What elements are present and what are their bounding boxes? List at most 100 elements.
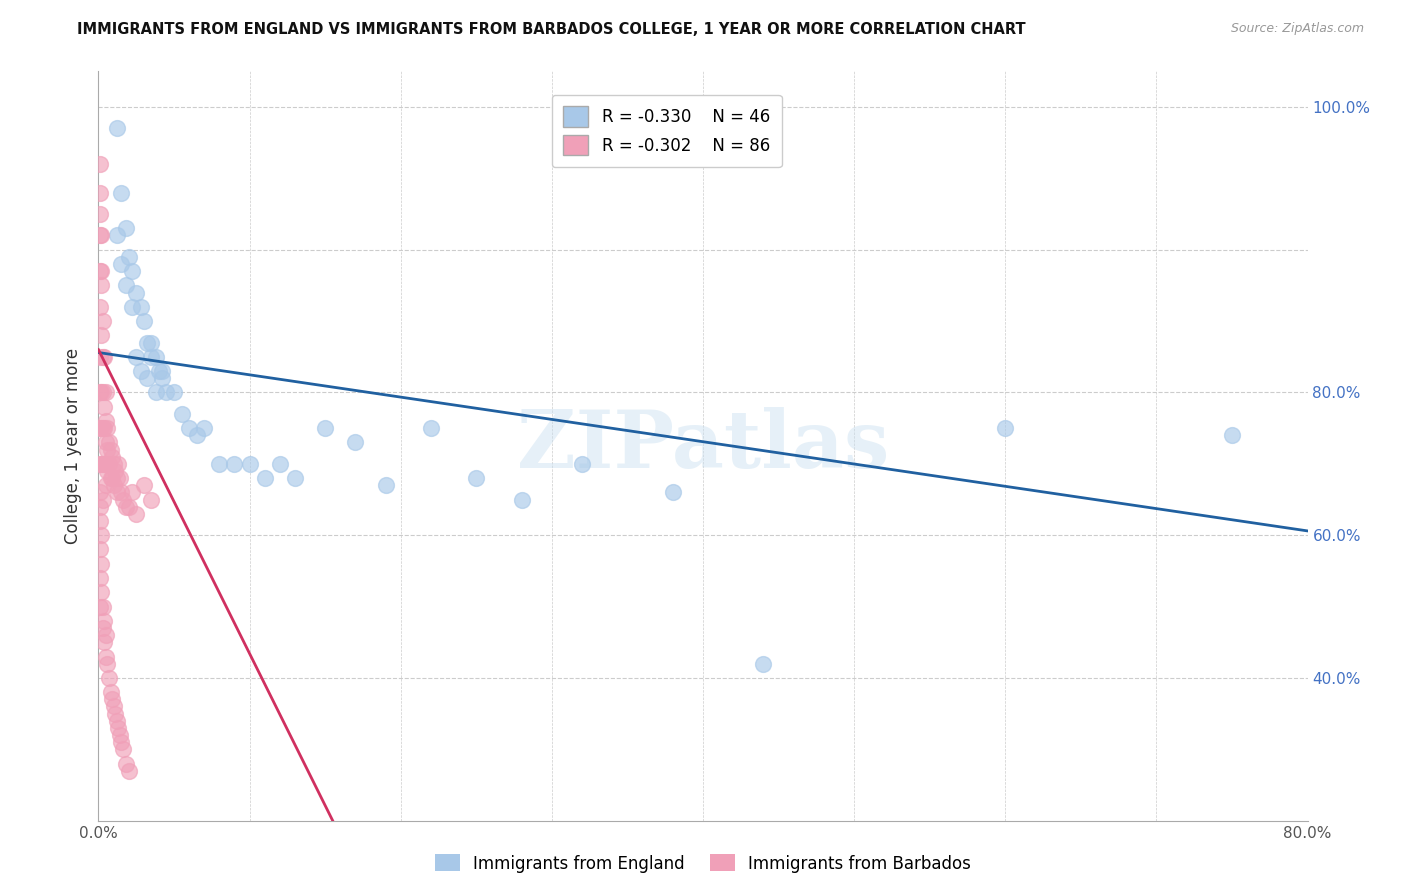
Point bbox=[91, 421, 114, 435]
Point bbox=[101, 450, 124, 464]
Point bbox=[208, 457, 231, 471]
Point bbox=[170, 407, 193, 421]
Point bbox=[1220, 428, 1243, 442]
Point bbox=[93, 400, 115, 414]
Point bbox=[101, 471, 124, 485]
Point bbox=[100, 471, 122, 485]
Legend: Immigrants from England, Immigrants from Barbados: Immigrants from England, Immigrants from… bbox=[429, 847, 977, 880]
Point bbox=[90, 278, 112, 293]
Legend: R = -0.330    N = 46, R = -0.302    N = 86: R = -0.330 N = 46, R = -0.302 N = 86 bbox=[551, 95, 782, 167]
Point bbox=[269, 457, 291, 471]
Point bbox=[110, 186, 132, 200]
Point bbox=[94, 478, 117, 492]
Point bbox=[89, 264, 111, 278]
Point bbox=[94, 435, 117, 450]
Point bbox=[114, 221, 136, 235]
Point bbox=[150, 364, 173, 378]
Point bbox=[105, 121, 128, 136]
Point bbox=[89, 207, 111, 221]
Point bbox=[91, 350, 114, 364]
Point bbox=[89, 350, 111, 364]
Point bbox=[465, 471, 488, 485]
Point bbox=[89, 542, 111, 557]
Point bbox=[344, 435, 367, 450]
Point bbox=[90, 264, 112, 278]
Text: ZIPatlas: ZIPatlas bbox=[517, 407, 889, 485]
Point bbox=[129, 364, 152, 378]
Point bbox=[104, 706, 127, 721]
Point bbox=[125, 350, 148, 364]
Point bbox=[89, 300, 111, 314]
Point bbox=[752, 657, 775, 671]
Point bbox=[148, 364, 170, 378]
Point bbox=[89, 385, 111, 400]
Point bbox=[91, 599, 114, 614]
Point bbox=[179, 421, 201, 435]
Point bbox=[108, 728, 131, 742]
Point bbox=[93, 614, 115, 628]
Point bbox=[90, 528, 112, 542]
Point bbox=[121, 485, 143, 500]
Point bbox=[103, 699, 125, 714]
Point bbox=[135, 335, 157, 350]
Text: IMMIGRANTS FROM ENGLAND VS IMMIGRANTS FROM BARBADOS COLLEGE, 1 YEAR OR MORE CORR: IMMIGRANTS FROM ENGLAND VS IMMIGRANTS FR… bbox=[77, 22, 1026, 37]
Point bbox=[571, 457, 593, 471]
Point bbox=[89, 500, 111, 514]
Point bbox=[104, 464, 127, 478]
Point bbox=[96, 464, 118, 478]
Point bbox=[103, 457, 125, 471]
Point bbox=[105, 228, 128, 243]
Point bbox=[91, 621, 114, 635]
Point bbox=[994, 421, 1017, 435]
Point bbox=[125, 285, 148, 300]
Point bbox=[239, 457, 262, 471]
Point bbox=[121, 300, 143, 314]
Point bbox=[150, 371, 173, 385]
Point bbox=[111, 742, 134, 756]
Point bbox=[284, 471, 307, 485]
Point bbox=[90, 421, 112, 435]
Point bbox=[163, 385, 186, 400]
Point bbox=[100, 685, 122, 699]
Point bbox=[94, 457, 117, 471]
Point bbox=[129, 300, 152, 314]
Point bbox=[105, 714, 128, 728]
Point bbox=[98, 457, 121, 471]
Point bbox=[91, 385, 114, 400]
Point bbox=[110, 257, 132, 271]
Point bbox=[186, 428, 208, 442]
Point bbox=[90, 228, 112, 243]
Point bbox=[98, 435, 121, 450]
Point bbox=[93, 635, 115, 649]
Point bbox=[661, 485, 683, 500]
Point bbox=[90, 557, 112, 571]
Point bbox=[105, 471, 128, 485]
Point bbox=[89, 157, 111, 171]
Point bbox=[89, 571, 111, 585]
Point bbox=[132, 314, 155, 328]
Point bbox=[94, 414, 117, 428]
Point bbox=[114, 500, 136, 514]
Point bbox=[91, 492, 114, 507]
Point bbox=[89, 186, 111, 200]
Point bbox=[118, 250, 141, 264]
Point bbox=[93, 350, 115, 364]
Point bbox=[121, 264, 143, 278]
Point bbox=[420, 421, 443, 435]
Text: Source: ZipAtlas.com: Source: ZipAtlas.com bbox=[1230, 22, 1364, 36]
Point bbox=[90, 585, 112, 599]
Point bbox=[101, 692, 124, 706]
Point bbox=[314, 421, 336, 435]
Y-axis label: College, 1 year or more: College, 1 year or more bbox=[65, 348, 83, 544]
Point bbox=[107, 721, 129, 735]
Point bbox=[91, 314, 114, 328]
Point bbox=[114, 278, 136, 293]
Point bbox=[108, 471, 131, 485]
Point bbox=[155, 385, 177, 400]
Point bbox=[89, 421, 111, 435]
Point bbox=[89, 514, 111, 528]
Point bbox=[89, 599, 111, 614]
Point bbox=[96, 442, 118, 457]
Point bbox=[89, 457, 111, 471]
Point bbox=[107, 457, 129, 471]
